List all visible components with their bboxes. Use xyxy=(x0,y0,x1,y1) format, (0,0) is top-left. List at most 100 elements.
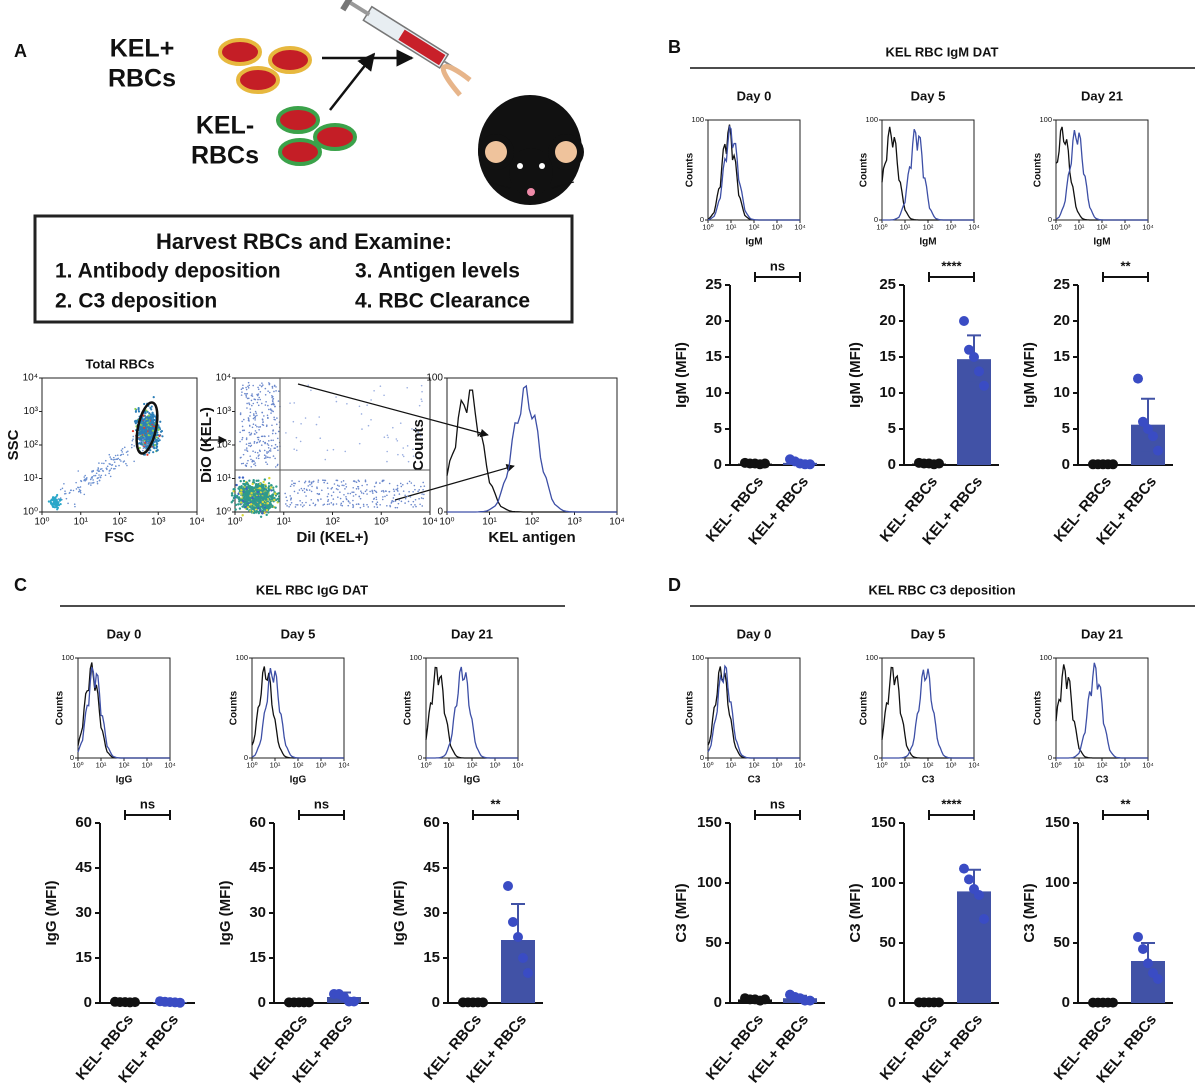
event-dot xyxy=(249,411,252,414)
event-dot xyxy=(253,398,256,400)
event-dot xyxy=(254,483,258,486)
y-tick-label: 25 xyxy=(705,276,722,293)
event-dot xyxy=(119,454,122,457)
significance-label: ns xyxy=(140,796,155,811)
event-dot xyxy=(145,445,148,448)
plot-frame xyxy=(881,119,975,221)
x-tick-label: 10² xyxy=(467,760,478,769)
box-item: 2. C3 deposition xyxy=(55,290,217,313)
x-tick-label: 10⁰ xyxy=(876,760,887,769)
event-dot xyxy=(316,486,318,488)
event-dot xyxy=(122,453,125,456)
y-tick-label: 0 xyxy=(244,753,248,762)
event-dot xyxy=(330,488,333,490)
event-dot xyxy=(402,490,405,492)
event-dot xyxy=(104,474,107,477)
event-dot xyxy=(274,405,276,408)
event-dot xyxy=(322,479,324,481)
event-dot xyxy=(371,490,374,493)
event-dot xyxy=(330,494,333,497)
event-dot xyxy=(252,417,255,420)
event-dot xyxy=(273,496,276,500)
event-dot xyxy=(303,487,306,490)
data-point xyxy=(1133,932,1143,942)
event-dot xyxy=(230,494,234,497)
event-dot xyxy=(345,495,347,498)
event-dot xyxy=(317,479,320,481)
box-title: Harvest RBCs and Examine: xyxy=(156,229,452,254)
event-dot xyxy=(125,451,128,453)
x-tick-label: 10⁰ xyxy=(876,222,887,231)
event-dot xyxy=(256,425,258,428)
event-dot xyxy=(142,424,145,427)
event-dot xyxy=(422,488,424,491)
event-dot xyxy=(308,480,311,482)
y-tick-label: 5 xyxy=(714,420,722,437)
y-tick-label: 0 xyxy=(1062,456,1070,473)
y-tick-label: 10³ xyxy=(217,406,232,417)
y-axis-label: IgM (MFI) xyxy=(847,342,864,408)
event-dot xyxy=(264,387,267,390)
event-dot xyxy=(266,451,268,453)
event-dot xyxy=(254,424,257,427)
event-dot xyxy=(326,482,329,485)
y-tick-label: 100 xyxy=(426,373,443,384)
event-dot xyxy=(362,503,365,506)
event-dot xyxy=(240,488,243,492)
event-dot xyxy=(391,501,393,503)
event-dot xyxy=(240,388,243,391)
event-dot xyxy=(327,487,329,489)
event-dot xyxy=(392,426,394,429)
event-dot xyxy=(143,444,146,447)
event-dot xyxy=(375,503,378,506)
event-dot xyxy=(257,500,261,503)
y-tick-label: 0 xyxy=(258,994,266,1011)
event-dot xyxy=(297,492,299,494)
event-dot xyxy=(115,465,117,468)
event-dot xyxy=(254,488,258,492)
event-dot xyxy=(289,499,292,501)
y-tick-label: 0 xyxy=(84,994,92,1011)
event-dot xyxy=(143,418,146,421)
event-dot xyxy=(305,488,308,491)
x-tick-label: 10⁰ xyxy=(246,760,257,769)
event-dot xyxy=(247,459,249,462)
event-dot xyxy=(421,493,423,495)
event-dot xyxy=(239,440,241,443)
event-dot xyxy=(408,480,411,483)
event-dot xyxy=(112,456,115,459)
event-dot xyxy=(255,457,258,459)
day-label: Day 5 xyxy=(281,626,316,641)
event-dot xyxy=(373,485,376,488)
x-tick-label: 10² xyxy=(749,760,760,769)
event-dot xyxy=(77,470,80,472)
event-dot xyxy=(366,404,368,406)
event-dot xyxy=(404,494,406,497)
event-dot xyxy=(395,438,398,440)
event-dot xyxy=(293,484,295,487)
event-dot xyxy=(64,490,66,492)
data-point xyxy=(959,316,969,326)
event-dot xyxy=(256,493,259,496)
event-dot xyxy=(67,502,69,505)
event-dot xyxy=(126,464,128,467)
event-dot xyxy=(393,490,396,493)
event-dot xyxy=(275,386,277,388)
event-dot xyxy=(412,448,414,451)
event-dot xyxy=(105,467,108,469)
x-tick-label: 10⁰ xyxy=(227,517,242,528)
event-dot xyxy=(109,475,112,478)
event-dot xyxy=(319,437,322,440)
y-tick-label: 100 xyxy=(865,115,878,124)
event-dot xyxy=(248,499,252,502)
event-dot xyxy=(247,492,251,495)
event-dot xyxy=(240,484,243,488)
x-tick-label: 10² xyxy=(923,222,934,231)
event-dot xyxy=(274,418,276,421)
event-dot xyxy=(397,490,399,492)
event-dot xyxy=(267,416,269,419)
y-tick-label: 15 xyxy=(1053,348,1070,365)
event-dot xyxy=(296,504,299,506)
y-tick-label: 10 xyxy=(705,384,722,401)
